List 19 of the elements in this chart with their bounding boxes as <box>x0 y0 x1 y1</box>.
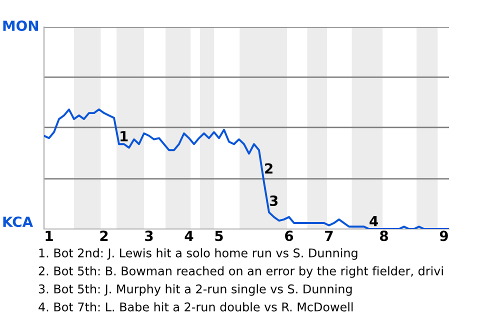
text: KCA <box>3 216 34 228</box>
x-tick-label: 3 <box>145 230 153 242</box>
annotation: 4 <box>370 216 378 226</box>
x-tick-label: 1 <box>46 230 53 241</box>
x-tick-label: 9 <box>440 230 448 242</box>
text: 2. Bot 5th: B. Bowman reached on an error by the right fielder, drivi <box>38 266 443 278</box>
text: 1. Bot 2nd: J. Lewis hit a solo home run vs S. Dunning <box>39 248 358 260</box>
annotation: 2 <box>265 163 272 174</box>
x-tick-label: 7 <box>325 230 333 241</box>
text: 3. Bot 5th: J. Murphy hit a 2-run single vs S. Dunning <box>38 284 352 296</box>
text: 4. Bot 7th: L. Babe hit a 2-run double vs R. McDowell <box>38 302 353 312</box>
x-tick-label: 2 <box>100 230 108 241</box>
annotation: 1 <box>120 131 128 142</box>
x-tick-label: 5 <box>215 230 223 242</box>
x-tick-label: 6 <box>285 230 294 242</box>
x-tick-label: 4 <box>184 230 194 241</box>
text: MON <box>3 20 38 32</box>
annotation: 3 <box>270 195 278 206</box>
x-tick-label: 8 <box>380 230 388 242</box>
